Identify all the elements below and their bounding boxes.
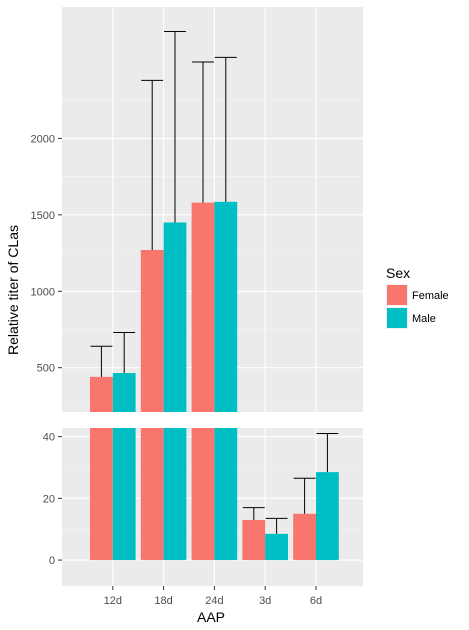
bars-upper (90, 30, 238, 412)
y-tick-label-lower: 0 (49, 555, 55, 567)
bar-male-3d-lower (265, 533, 288, 561)
bar-female-3d-lower (242, 519, 266, 561)
legend-key-female (387, 285, 407, 305)
bar-female-12d-upper (90, 376, 113, 412)
y-tick-label-upper: 2000 (31, 133, 55, 145)
bar-female-18d-upper (140, 250, 164, 412)
y-tick-label-upper: 500 (37, 363, 55, 375)
bar-male-24d-lower (214, 428, 238, 561)
y-tick-label-upper: 1000 (31, 286, 55, 298)
bar-female-6d-lower (293, 513, 316, 561)
x-axis-title: AAP (197, 609, 225, 625)
bar-female-18d-lower (140, 428, 164, 561)
y-tick-label-upper: 1500 (31, 210, 55, 222)
x-tick-label-3d: 3d (259, 595, 271, 607)
bar-male-24d-upper (214, 201, 238, 412)
bar-male-18d-lower (163, 428, 187, 561)
y-axis-title: Relative titer of CLas (5, 225, 21, 355)
x-tick-label-12d: 12d (104, 595, 122, 607)
bar-male-6d-lower (316, 472, 339, 561)
bar-male-12d-lower (112, 428, 136, 561)
bars-lower (90, 428, 339, 561)
y-tick-label-lower: 40 (43, 432, 55, 444)
bar-female-24d-lower (191, 428, 215, 561)
plot-panels (62, 7, 363, 586)
legend-key-male (387, 308, 407, 328)
bar-male-18d-upper (163, 222, 187, 412)
bar-male-12d-upper (112, 373, 136, 412)
x-tick-label-24d: 24d (205, 595, 223, 607)
x-tick-label-18d: 18d (154, 595, 172, 607)
x-axis: 12d 18d 24d 3d 6d (104, 586, 322, 607)
x-tick-label-6d: 6d (310, 595, 322, 607)
legend-label-female: Female (412, 290, 449, 302)
bar-female-24d-upper (191, 202, 215, 412)
legend-label-male: Male (412, 313, 436, 325)
y-axes: 500 1000 1500 2000 0 20 40 (31, 133, 62, 567)
y-tick-label-lower: 20 (43, 493, 55, 505)
legend-title: Sex (386, 265, 410, 281)
bar-female-12d-lower (90, 428, 113, 561)
